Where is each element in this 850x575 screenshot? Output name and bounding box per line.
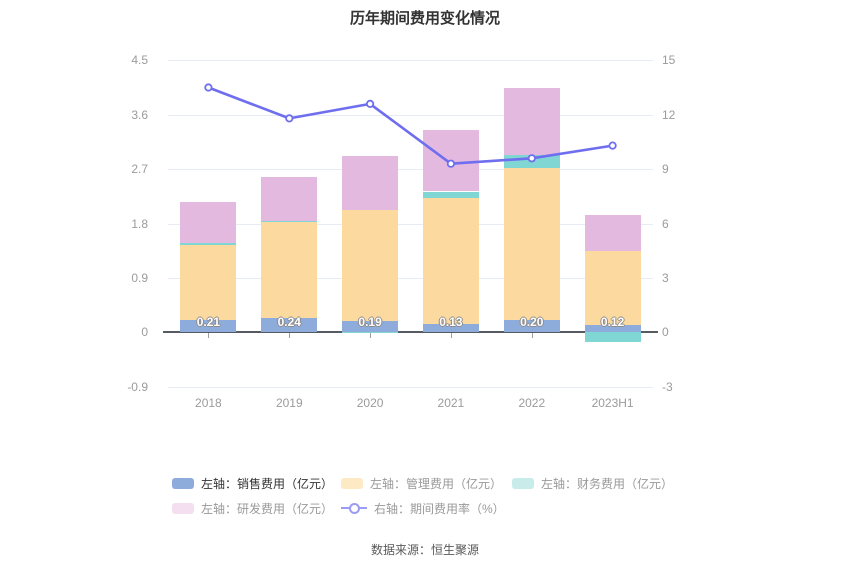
chart-title: 历年期间费用变化情况 bbox=[349, 10, 500, 27]
legend-item-label: 左轴：研发费用（亿元） bbox=[201, 501, 334, 516]
legend-item-label: 右轴：期间费用率（%） bbox=[374, 501, 505, 516]
bar-value-label: 0.13 bbox=[439, 315, 463, 330]
legend-item-label: 左轴：销售费用（亿元） bbox=[201, 476, 334, 491]
expense-ratio-point-marker bbox=[285, 114, 294, 123]
legend-swatch-icon bbox=[172, 502, 194, 514]
left-axis-tick-label: 1.8 bbox=[131, 216, 148, 231]
x-axis-category-label: 2018 bbox=[195, 396, 222, 410]
legend-swatch-icon bbox=[341, 477, 363, 489]
bar-segment-rd-expense bbox=[180, 202, 237, 243]
expense-ratio-point-marker bbox=[365, 99, 375, 109]
legend-item-rd-expense[interactable]: 左轴：研发费用（亿元） bbox=[172, 500, 333, 516]
legend-swatch-icon bbox=[512, 477, 534, 489]
left-axis-tick-label: 3.6 bbox=[131, 107, 148, 122]
gridline bbox=[168, 114, 653, 116]
bar-segment-sales-expense bbox=[503, 320, 560, 333]
x-axis-category-label: 2023H1 bbox=[591, 396, 634, 410]
bar-segment-sales-expense bbox=[261, 317, 318, 333]
bar-segment-rd-expense bbox=[342, 156, 399, 211]
legend-item-finance-expense[interactable]: 左轴：财务费用（亿元） bbox=[512, 475, 673, 491]
left-axis-tick-label: 0.9 bbox=[131, 270, 148, 285]
x-axis-tick bbox=[450, 333, 452, 339]
right-axis-tick-label: 9 bbox=[662, 162, 669, 177]
x-axis-tick bbox=[289, 333, 291, 339]
x-axis-line bbox=[163, 331, 658, 334]
right-axis-tick-label: 12 bbox=[662, 107, 676, 122]
left-axis-tick-label: -0.9 bbox=[127, 379, 148, 394]
bar-value-label: 0.21 bbox=[196, 315, 221, 330]
legend-line-marker-icon bbox=[341, 502, 367, 514]
bar-segment-finance-expense bbox=[261, 221, 318, 222]
x-axis-tick bbox=[208, 333, 210, 339]
bar-segment-admin-expense bbox=[503, 167, 560, 321]
left-axis-tick-label: 2.7 bbox=[131, 162, 148, 177]
gridline bbox=[168, 169, 653, 171]
bar-segment-admin-expense bbox=[342, 210, 399, 321]
bar-segment-sales-expense bbox=[422, 324, 479, 333]
legend-swatch-icon bbox=[172, 477, 194, 489]
bar-value-label: 0.24 bbox=[277, 315, 301, 330]
bar-value-label: 0.19 bbox=[358, 315, 382, 330]
bar-segment-admin-expense bbox=[261, 221, 318, 318]
bar-segment-finance-expense bbox=[503, 154, 560, 168]
bar-segment-finance-expense bbox=[584, 332, 641, 342]
bar-segment-finance-expense bbox=[422, 191, 479, 198]
left-axis-tick-label: 0 bbox=[141, 325, 148, 340]
bar-segment-sales-expense bbox=[342, 320, 399, 333]
bar-segment-admin-expense bbox=[584, 250, 641, 325]
bar-segment-admin-expense bbox=[180, 244, 237, 320]
x-axis-category-label: 2020 bbox=[356, 396, 384, 410]
x-axis-tick bbox=[531, 333, 533, 339]
gridline bbox=[168, 386, 653, 388]
bar-value-label: 0.12 bbox=[600, 315, 625, 330]
bar-segment-rd-expense bbox=[584, 215, 641, 251]
legend-item-label: 左轴：管理费用（亿元） bbox=[370, 476, 503, 491]
gridline bbox=[168, 60, 653, 62]
bar-segment-finance-expense bbox=[180, 242, 237, 245]
bar-segment-finance-expense bbox=[342, 332, 399, 334]
right-axis-tick-label: -3 bbox=[662, 379, 673, 394]
bar-value-label: 0.20 bbox=[520, 315, 544, 330]
bar-segment-rd-expense bbox=[261, 177, 318, 222]
bar-segment-rd-expense bbox=[503, 88, 560, 155]
right-axis-tick-label: 3 bbox=[662, 270, 669, 285]
legend-item-sales-expense[interactable]: 左轴：销售费用（亿元） bbox=[172, 475, 333, 491]
right-axis-tick-label: 6 bbox=[662, 216, 669, 231]
x-axis-category-label: 2022 bbox=[518, 396, 546, 410]
bar-segment-sales-expense bbox=[180, 319, 237, 333]
bar-segment-admin-expense bbox=[422, 197, 479, 325]
right-axis-tick-label: 0 bbox=[662, 325, 669, 340]
expense-ratio-point-marker bbox=[204, 83, 213, 92]
x-axis-tick bbox=[370, 333, 372, 339]
gridline bbox=[168, 277, 653, 279]
data-source-label: 数据来源：恒生聚源 bbox=[370, 543, 479, 557]
x-axis-category-label: 2019 bbox=[275, 396, 303, 410]
legend-item-admin-expense[interactable]: 左轴：管理费用（亿元） bbox=[341, 475, 502, 491]
x-axis-category-label: 2021 bbox=[437, 396, 465, 410]
left-axis-tick-label: 4.5 bbox=[131, 53, 148, 68]
bar-segment-sales-expense bbox=[584, 325, 641, 333]
legend-item-expense-ratio[interactable]: 右轴：期间费用率（%） bbox=[341, 500, 505, 516]
gridline bbox=[168, 223, 653, 225]
bar-segment-rd-expense bbox=[422, 130, 479, 192]
legend-item-label: 左轴：财务费用（亿元） bbox=[541, 476, 674, 491]
expense-ratio-point-marker bbox=[608, 141, 617, 150]
right-axis-tick-label: 15 bbox=[662, 53, 676, 68]
legend-line-dot bbox=[349, 503, 360, 514]
